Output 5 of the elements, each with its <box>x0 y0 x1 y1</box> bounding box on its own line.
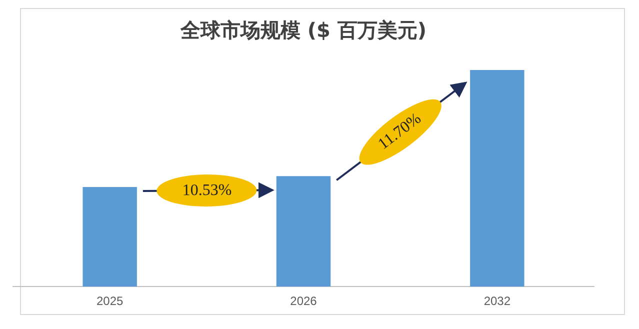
x-tick-label: 2026 <box>290 294 318 308</box>
annotation: 10.53% <box>182 181 232 200</box>
x-tick-label: 2025 <box>96 294 124 308</box>
chart-title: 全球市场规模 ($ 百万美元) <box>179 18 427 42</box>
x-tick-label: 2032 <box>484 294 511 308</box>
